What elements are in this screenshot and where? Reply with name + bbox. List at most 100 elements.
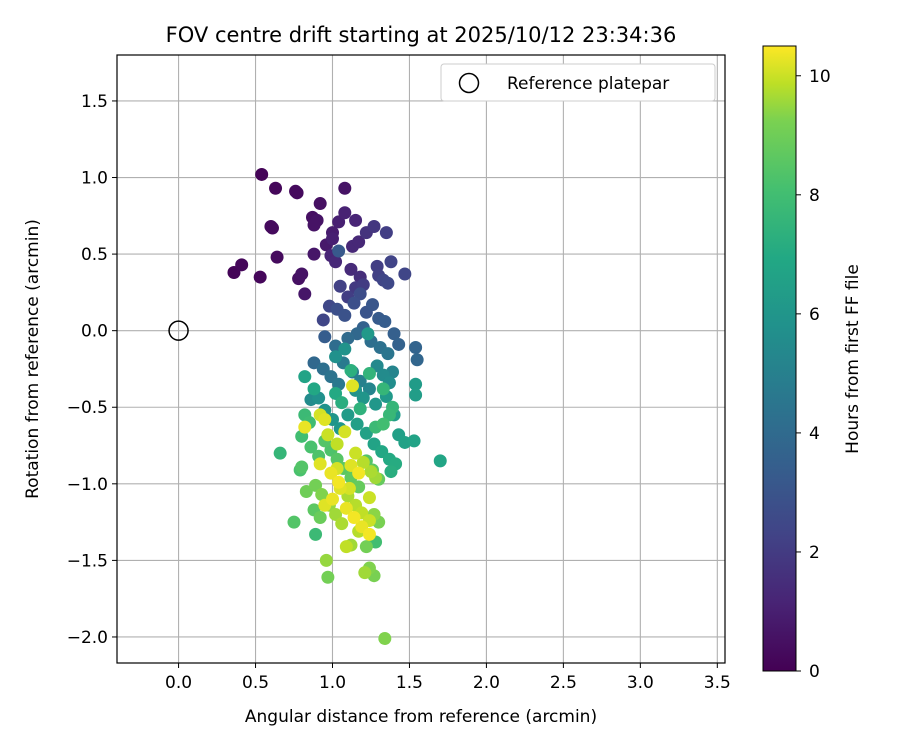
- scatter-point: [313, 457, 327, 471]
- scatter-point: [410, 353, 424, 367]
- scatter-point: [329, 255, 343, 269]
- x-axis-label: Angular distance from reference (arcmin): [245, 707, 597, 727]
- scatter-point: [319, 553, 333, 567]
- scatter-point: [338, 181, 352, 195]
- scatter-point: [265, 221, 279, 235]
- scatter-point: [329, 350, 343, 364]
- scatter-point: [307, 218, 321, 232]
- y-axis-ticks: −2.0 −1.5 −1.0 −0.5 0.0 0.5 1.0 1.5: [67, 92, 117, 648]
- scatter-point: [338, 206, 352, 220]
- x-tick-label: 1.0: [319, 673, 346, 693]
- scatter-point: [392, 337, 406, 351]
- scatter-point: [339, 540, 353, 554]
- scatter-point: [330, 452, 344, 466]
- scatter-point: [321, 570, 335, 584]
- scatter-point: [346, 379, 360, 393]
- scatter-point: [347, 296, 361, 310]
- scatter-point: [398, 267, 412, 281]
- scatter-point: [349, 446, 363, 460]
- scatter-point: [307, 247, 321, 261]
- colorbar: [762, 45, 797, 672]
- scatter-point: [318, 330, 332, 344]
- scatter-point: [384, 465, 398, 479]
- scatter-point: [318, 412, 332, 426]
- scatter-point: [342, 481, 356, 495]
- x-tick-label: 3.5: [704, 673, 731, 693]
- y-axis-label: Rotation from reference (arcmin): [23, 219, 43, 499]
- scatter-point: [364, 465, 378, 479]
- scatter-point: [341, 331, 355, 345]
- scatter-point: [295, 267, 309, 281]
- scatter-point: [378, 631, 392, 645]
- scatter-point: [379, 226, 393, 240]
- scatter-point: [338, 425, 352, 439]
- scatter-point: [409, 388, 423, 402]
- x-tick-label: 0.5: [242, 673, 269, 693]
- colorbar-tick-label: 8: [809, 186, 820, 206]
- scatter-point: [409, 341, 423, 355]
- scatter-point: [382, 408, 396, 422]
- scatter-point: [366, 298, 380, 312]
- scatter-point: [255, 167, 269, 181]
- colorbar-tick-label: 4: [809, 424, 820, 444]
- scatter-point: [299, 484, 313, 498]
- y-tick-label: 1.5: [81, 92, 108, 112]
- scatter-point: [332, 215, 346, 229]
- scatter-point: [307, 356, 321, 370]
- reference-point: [168, 320, 189, 341]
- x-tick-label: 3.0: [627, 673, 654, 693]
- scatter-point: [341, 408, 355, 422]
- scatter-point: [359, 426, 373, 440]
- scatter-point: [309, 527, 323, 541]
- scatter-point: [270, 250, 284, 264]
- scatter-point: [332, 244, 346, 258]
- scatter-point: [362, 367, 376, 381]
- scatter-point: [298, 420, 312, 434]
- scatter-point: [338, 308, 352, 322]
- scatter-point: [269, 181, 283, 195]
- scatter-point: [381, 276, 395, 290]
- scatter-point: [298, 287, 312, 301]
- scatter-point: [335, 517, 349, 531]
- scatter-point: [361, 327, 375, 341]
- scatter-point: [349, 213, 363, 227]
- scatter-point: [362, 527, 376, 541]
- grid: [117, 55, 725, 663]
- scatter-point: [307, 382, 321, 396]
- plot-frame: [116, 54, 726, 664]
- scatter-point: [329, 507, 343, 521]
- scatter-point: [356, 391, 370, 405]
- scatter-point: [335, 396, 349, 410]
- scatter-point: [362, 382, 376, 396]
- scatter-point: [353, 402, 367, 416]
- x-tick-label: 1.5: [396, 673, 423, 693]
- scatter-point: [369, 397, 383, 411]
- scatter-point: [295, 460, 309, 474]
- colorbar-tick-label: 0: [809, 662, 820, 682]
- scatter-point: [324, 466, 338, 480]
- scatter-point: [316, 313, 330, 327]
- scatter-point: [289, 184, 303, 198]
- scatter-point: [253, 270, 267, 284]
- scatter-point: [309, 478, 323, 492]
- chart-title: FOV centre drift starting at 2025/10/12 …: [166, 23, 677, 47]
- scatter-point: [313, 511, 327, 525]
- scatter-point: [378, 314, 392, 328]
- scatter-point: [325, 492, 339, 506]
- y-tick-label: −1.0: [67, 475, 108, 495]
- colorbar-tick-label: 2: [809, 543, 820, 563]
- legend-box: [440, 63, 716, 102]
- scatter-point: [409, 377, 423, 391]
- scatter-point: [367, 220, 381, 234]
- scatter-point: [350, 417, 364, 431]
- scatter-point: [347, 511, 361, 525]
- scatter-point: [358, 566, 372, 580]
- colorbar-tick-label: 10: [809, 67, 831, 87]
- colorbar-ticks: 0 2 4 6 8 10: [796, 67, 831, 682]
- scatter-point: [381, 347, 395, 361]
- legend-label: Reference platepar: [507, 74, 669, 94]
- colorbar-tick-label: 6: [809, 305, 820, 325]
- legend-marker: [458, 72, 480, 94]
- scatter-point: [313, 197, 327, 211]
